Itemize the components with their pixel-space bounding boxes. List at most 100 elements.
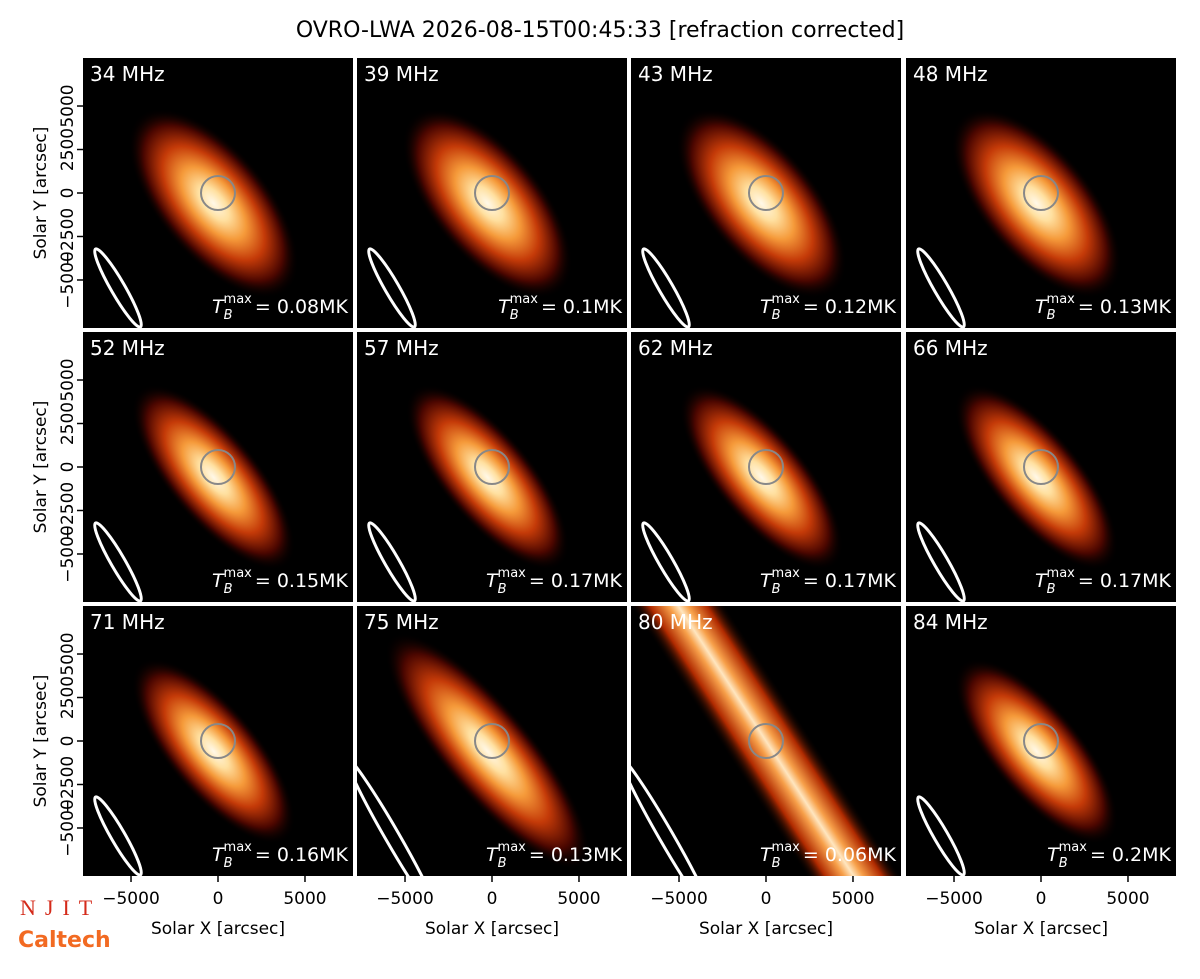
logo-caltech: Caltech [18, 928, 111, 953]
tb-sub: B [772, 856, 781, 871]
x-axis-label: Solar X [arcsec] [425, 919, 559, 939]
emission [679, 384, 844, 570]
tb-max-label: TBmax = 0.13MK [486, 840, 623, 871]
panel [83, 58, 353, 328]
panel [631, 58, 901, 328]
x-tick-label: 0 [487, 889, 498, 909]
tb-max-label: TBmax = 0.12MK [760, 292, 897, 323]
emission [405, 384, 570, 570]
tb-sup: max [224, 292, 253, 307]
tb-symbol: T [212, 296, 225, 318]
y-tick-label: 2500 [58, 128, 78, 171]
tb-symbol: T [1047, 844, 1060, 866]
solar-disk [748, 175, 784, 211]
emission [954, 658, 1119, 844]
tb-sub: B [1047, 308, 1056, 323]
tb-value: = 0.15MK [255, 570, 349, 592]
x-axis-label: Solar X [arcsec] [151, 919, 285, 939]
tb-sub: B [224, 582, 233, 597]
panel [631, 606, 901, 876]
tb-sup: max [224, 566, 253, 581]
x-axis-label: Solar X [arcsec] [974, 919, 1108, 939]
x-tick-label: 0 [761, 889, 772, 909]
y-tick-label: −2500 [58, 482, 78, 540]
tb-max-label: TBmax = 0.15MK [212, 566, 349, 597]
tb-max-label: TBmax = 0.2MK [1047, 840, 1171, 871]
y-tick-label: 2500 [58, 676, 78, 719]
solar-disk [474, 175, 510, 211]
tb-max-label: TBmax = 0.08MK [212, 292, 349, 323]
frequency-label: 39 MHz [364, 62, 439, 86]
beam [93, 795, 143, 876]
panel [906, 332, 1176, 602]
solar-disk [748, 449, 784, 485]
y-tick-label: 2500 [58, 402, 78, 445]
frequency-label: 80 MHz [638, 610, 713, 634]
tb-symbol: T [486, 844, 499, 866]
panel [357, 332, 627, 602]
y-tick-label: −5000 [58, 525, 78, 583]
solar-disk [200, 723, 236, 759]
tb-symbol: T [1035, 570, 1048, 592]
tb-sub: B [1047, 582, 1056, 597]
tb-value: = 0.13MK [1078, 296, 1172, 318]
tb-symbol: T [212, 570, 225, 592]
frequency-label: 34 MHz [90, 62, 165, 86]
y-axis-label: Solar Y [arcsec] [31, 127, 51, 260]
panel [83, 332, 353, 602]
x-tick-label: −5000 [650, 889, 708, 909]
tb-sub: B [498, 856, 507, 871]
tb-sup: max [224, 840, 253, 855]
y-tick-label: 5000 [58, 358, 78, 401]
tb-sub: B [510, 308, 519, 323]
emission [631, 606, 901, 876]
emission [385, 632, 590, 870]
tb-value: = 0.17MK [1078, 570, 1172, 592]
y-tick-label: −5000 [58, 799, 78, 857]
beam [367, 247, 417, 328]
x-tick-label: 5000 [557, 889, 600, 909]
tb-sub: B [498, 582, 507, 597]
tb-max-label: TBmax = 0.1MK [498, 292, 622, 323]
frequency-label: 75 MHz [364, 610, 439, 634]
emission [402, 108, 573, 299]
frequency-label: 48 MHz [913, 62, 988, 86]
y-tick-label: 5000 [58, 632, 78, 675]
x-tick-label: 5000 [1106, 889, 1149, 909]
solar-disk [474, 723, 510, 759]
tb-value: = 0.17MK [529, 570, 623, 592]
tb-sub: B [772, 308, 781, 323]
tb-value: = 0.08MK [255, 296, 349, 318]
tb-value: = 0.17MK [803, 570, 897, 592]
panel [357, 606, 627, 876]
tb-max-label: TBmax = 0.17MK [760, 566, 897, 597]
beam [93, 521, 143, 602]
tb-symbol: T [498, 296, 511, 318]
solar-disk [200, 449, 236, 485]
beam [641, 521, 691, 602]
tb-sup: max [498, 566, 527, 581]
emission [131, 658, 296, 844]
y-tick-label: 0 [58, 188, 78, 199]
panel [357, 58, 627, 328]
frequency-label: 84 MHz [913, 610, 988, 634]
tb-sub: B [224, 308, 233, 323]
x-tick-label: 5000 [283, 889, 326, 909]
tb-sup: max [1059, 840, 1088, 855]
x-axis-label: Solar X [arcsec] [699, 919, 833, 939]
frequency-label: 52 MHz [90, 336, 165, 360]
beam [367, 521, 417, 602]
y-tick-label: 0 [58, 462, 78, 473]
beam [916, 521, 966, 602]
tb-max-label: TBmax = 0.06MK [760, 840, 897, 871]
panel [83, 606, 353, 876]
tb-symbol: T [760, 296, 773, 318]
tb-symbol: T [760, 570, 773, 592]
tb-symbol: T [760, 844, 773, 866]
tb-max-label: TBmax = 0.16MK [212, 840, 349, 871]
tb-value: = 0.12MK [803, 296, 897, 318]
beam [357, 756, 439, 876]
tb-value: = 0.13MK [529, 844, 623, 866]
y-axis-label: Solar Y [arcsec] [31, 401, 51, 534]
tb-sup: max [510, 292, 539, 307]
